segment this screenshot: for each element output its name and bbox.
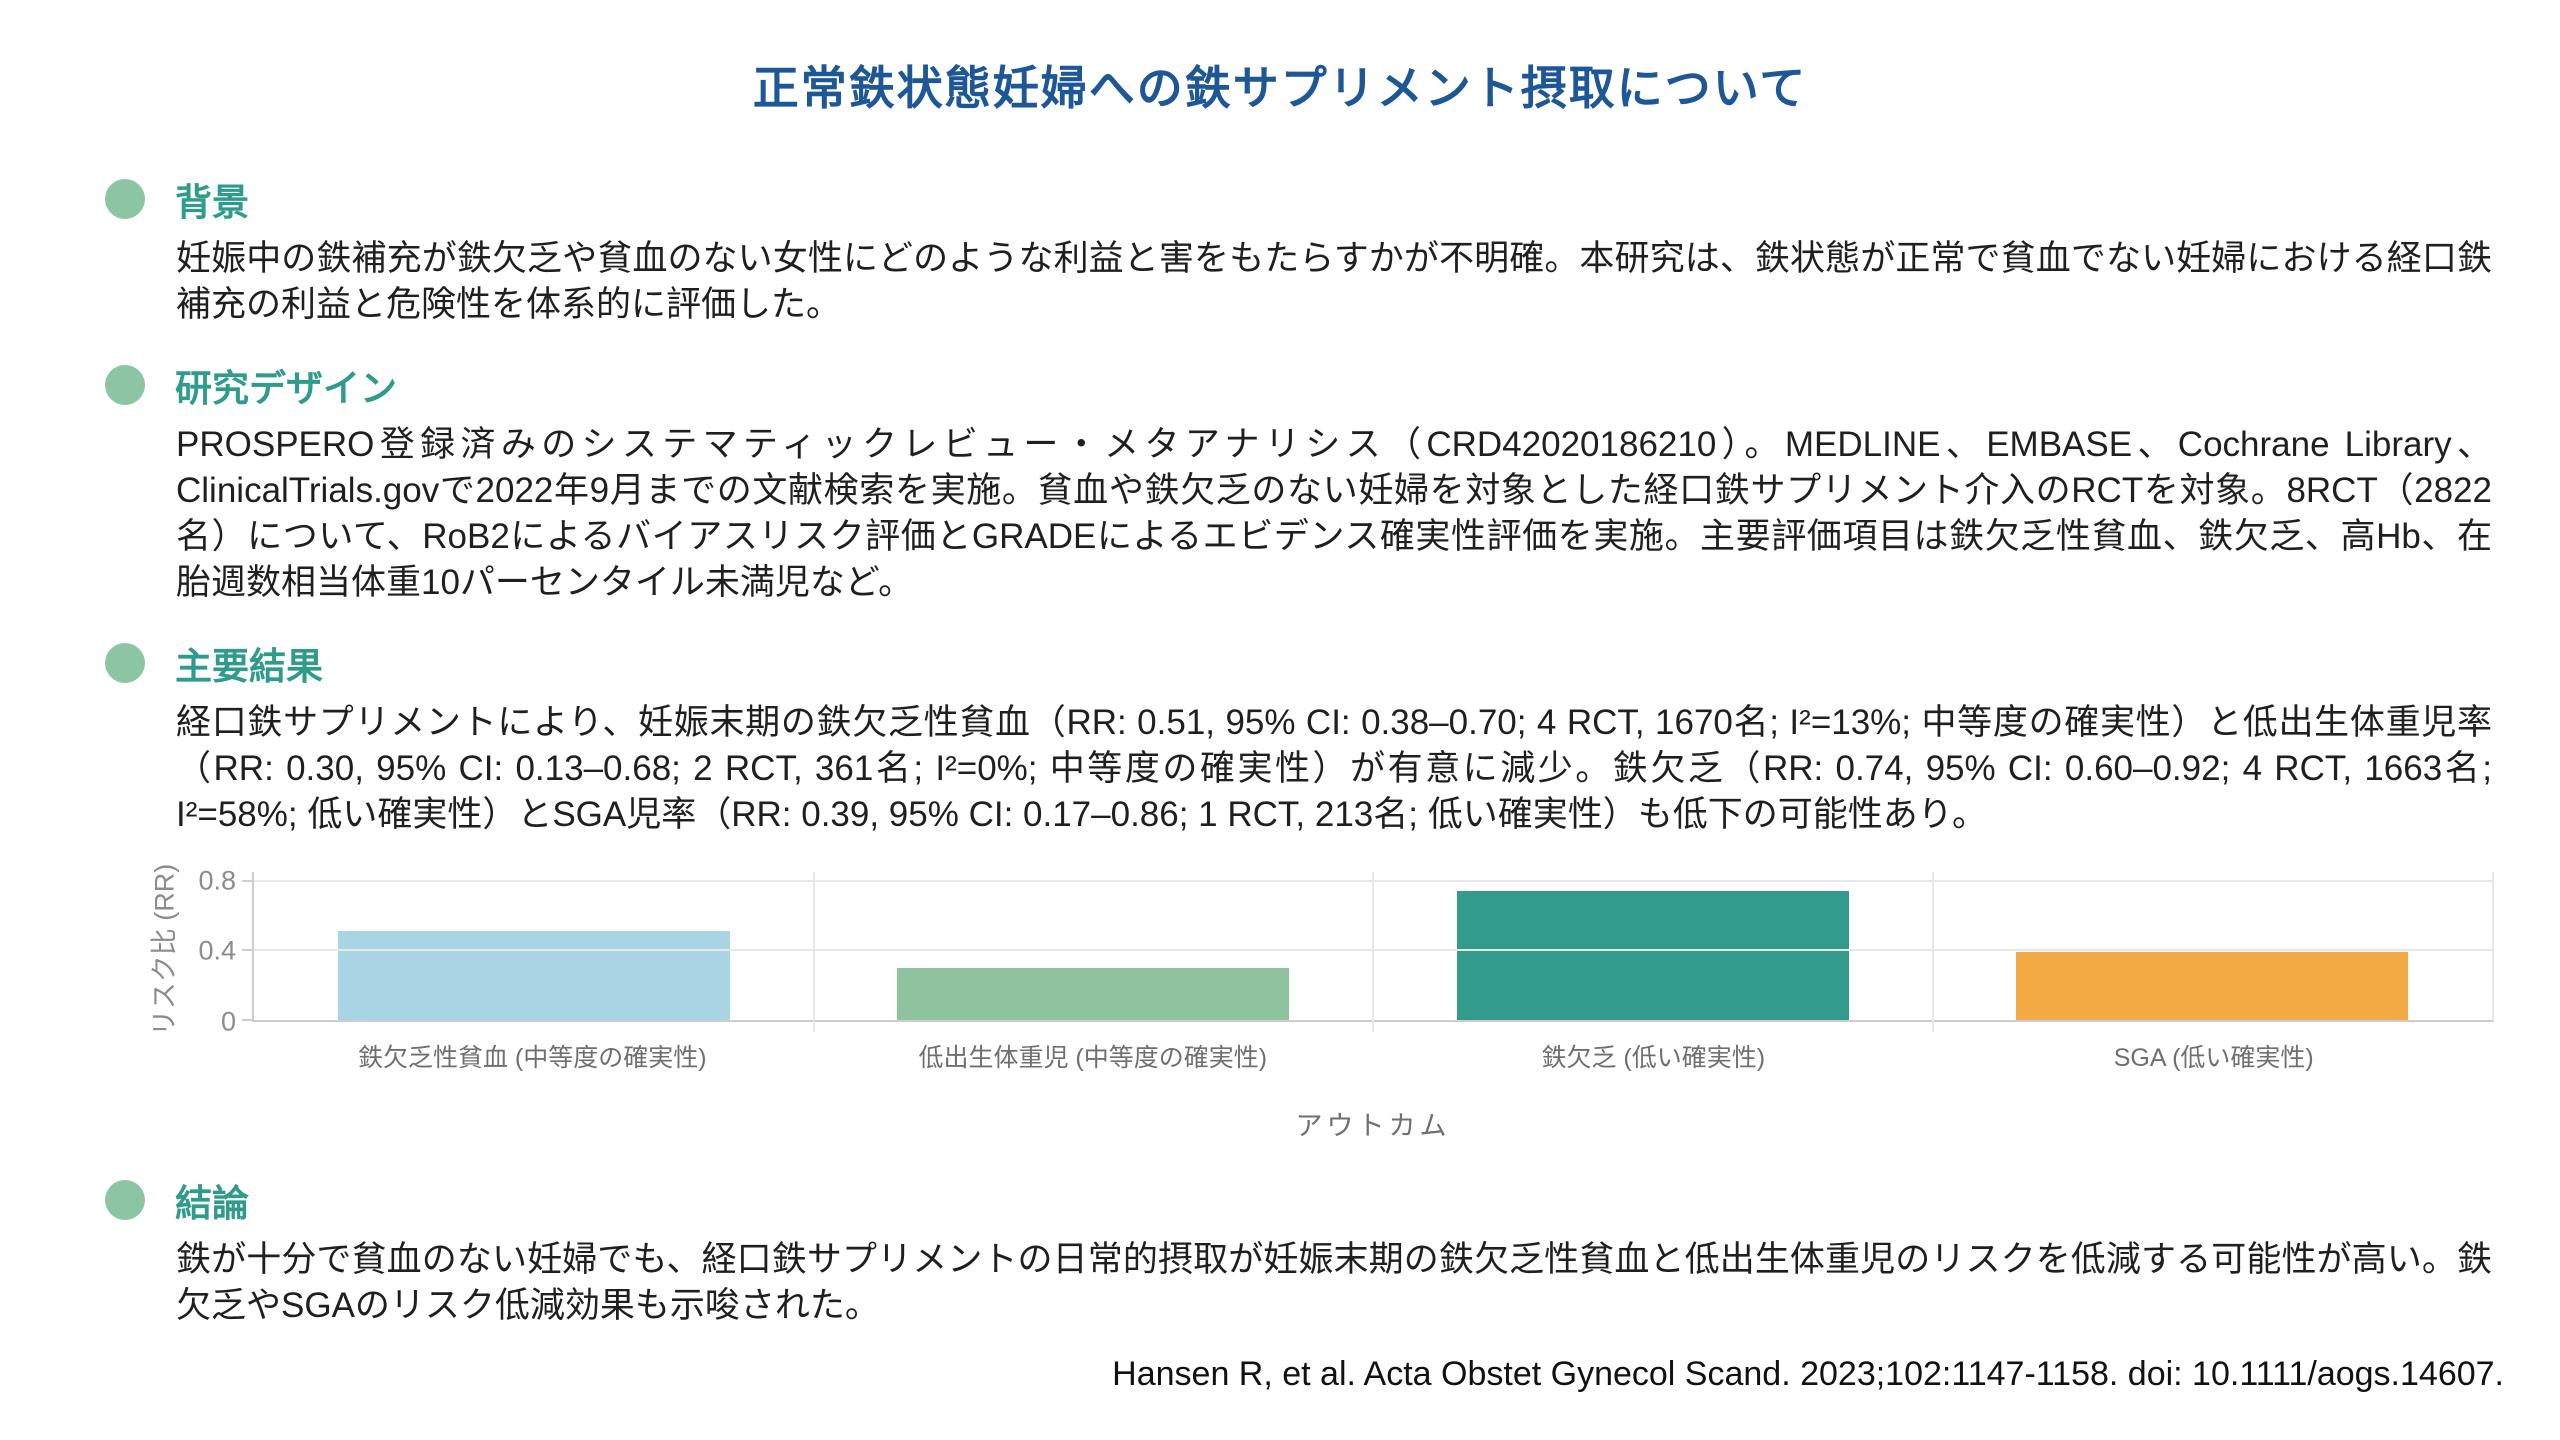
section-study-design-header: 研究デザイン (0, 358, 2560, 412)
gridline (812, 872, 815, 1032)
chart-category-cell (1372, 872, 1933, 1032)
x-tick-label: 低出生体重児 (中等度の確実性) (918, 1044, 1268, 1072)
section-background-heading: 背景 (175, 182, 249, 223)
bar-1 (337, 931, 730, 1020)
x-tick-label: 鉄欠乏 (低い確実性) (1541, 1044, 1766, 1072)
y-tick-mark (242, 1019, 254, 1021)
section-conclusion-header: 結論 (0, 1173, 2560, 1227)
page-title: 正常鉄状態妊婦への鉄サプリメント摂取について (752, 62, 1808, 114)
citation-text: Hansen R, et al. Acta Obstet Gynecol Sca… (1112, 1355, 2504, 1393)
gridline (254, 879, 2492, 882)
section-background: 背景 妊娠中の鉄補充が鉄欠乏や貧血のない女性にどのような利益と害をもたらすかが不… (0, 172, 2560, 328)
section-conclusion-heading: 結論 (175, 1183, 249, 1224)
x-tick-label: SGA (低い確実性) (2113, 1044, 2314, 1072)
section-background-header: 背景 (0, 172, 2560, 226)
gridline (254, 949, 2492, 952)
section-conclusion-body: 鉄が十分で貧血のない妊婦でも、経口鉄サプリメントの日常的摂取が妊娠末期の鉄欠乏性… (176, 1240, 2492, 1325)
section-main-results: 主要結果 経口鉄サプリメントにより、妊娠末期の鉄欠乏性貧血（RR: 0.51, … (0, 636, 2560, 838)
y-tick-label: 0 (220, 1006, 236, 1037)
bar-2 (897, 967, 1290, 1020)
y-axis-label: リスク比 (RR) (149, 863, 180, 1037)
outcomes-bar-chart: リスク比 (RR) 0 0.4 0.8 鉄欠乏性貧血 (中等度の確実性) 低出生体重児… (138, 864, 2494, 1143)
y-tick-label: 0.8 (198, 865, 236, 896)
bar-3 (1456, 891, 1849, 1020)
x-tick-label: 鉄欠乏性貧血 (中等度の確実性) (357, 1044, 707, 1072)
section-study-design-body: PROSPERO登録済みのシステマティックレビュー・メタアナリシス（CRD420… (176, 425, 2492, 602)
x-axis-spacer (186, 1038, 252, 1074)
chart-body: 0 0.4 0.8 鉄欠乏性貧血 (中等度の確実性) 低出生体重児 (中等度の確実性)… (186, 867, 2494, 1143)
section-main-results-body: 経口鉄サプリメントにより、妊娠末期の鉄欠乏性貧血（RR: 0.51, 95% C… (176, 703, 2492, 834)
y-tick-mark (242, 949, 254, 952)
section-bullet-icon (105, 179, 145, 219)
section-study-design: 研究デザイン PROSPERO登録済みのシステマティックレビュー・メタアナリシス… (0, 358, 2560, 606)
chart-bar-cells (254, 872, 2493, 1032)
chart-category-cell (1931, 872, 2493, 1032)
x-axis-tick-row: 鉄欠乏性貧血 (中等度の確実性) 低出生体重児 (中等度の確実性) 鉄欠乏 (低い確… (186, 1038, 2494, 1074)
y-axis-label-column: リスク比 (RR) (138, 864, 186, 1143)
gridline (1931, 872, 1934, 1032)
section-main-results-header: 主要結果 (0, 636, 2560, 690)
chart-plot-row: 0 0.4 0.8 (186, 867, 2494, 1035)
section-bullet-icon (105, 643, 145, 683)
chart-plot-area (242, 872, 2494, 1032)
x-axis-title: アウトカム (1295, 1111, 1451, 1141)
section-background-body: 妊娠中の鉄補充が鉄欠乏や貧血のない女性にどのような利益と害をもたらすかが不明確。… (176, 239, 2492, 324)
y-tick-mark (242, 879, 254, 882)
section-main-results-heading: 主要結果 (175, 646, 323, 687)
bar-4 (2016, 952, 2409, 1020)
gridline (1372, 872, 1374, 1032)
chart-category-cell (254, 872, 814, 1020)
section-study-design-heading: 研究デザイン (175, 368, 397, 409)
section-conclusion: 結論 鉄が十分で貧血のない妊婦でも、経口鉄サプリメントの日常的摂取が妊娠末期の鉄… (0, 1173, 2560, 1329)
x-axis-tick-labels: 鉄欠乏性貧血 (中等度の確実性) 低出生体重児 (中等度の確実性) 鉄欠乏 (低い確… (252, 1038, 2494, 1074)
section-bullet-icon (105, 365, 145, 405)
section-bullet-icon (105, 1180, 145, 1220)
y-axis-ticks: 0 0.4 0.8 (186, 867, 252, 1035)
y-tick-label: 0.4 (198, 935, 236, 966)
chart-category-cell (812, 872, 1374, 1032)
